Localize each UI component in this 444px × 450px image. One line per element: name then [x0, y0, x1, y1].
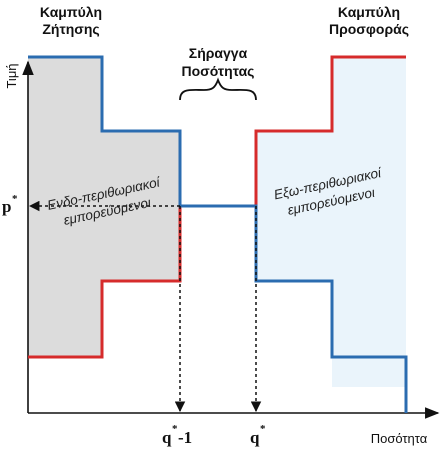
- supply-curve-label-line2: Προσφοράς: [329, 21, 409, 37]
- gap-brace: [179, 77, 257, 101]
- y-axis-label: Τιμή: [4, 63, 19, 88]
- quantity-gap-label-line2: Ποσότητας: [182, 63, 255, 79]
- q-minus-label-suffix: -1: [178, 428, 192, 447]
- extra-marginal-region: [256, 57, 406, 413]
- demand-curve-label-line2: Ζήτησης: [42, 21, 99, 37]
- demand-curve-label-line1: Καμπύλη: [40, 4, 102, 20]
- q-minus-label-sup: *: [172, 423, 178, 435]
- price-label: p: [2, 197, 11, 216]
- q-label: q: [250, 428, 260, 447]
- q-minus-label: q: [162, 428, 172, 447]
- price-label-sup: *: [12, 193, 18, 205]
- q-label-sup: *: [260, 423, 266, 435]
- x-axis-label: Ποσότητα: [371, 431, 428, 446]
- quantity-gap-label-line1: Σήραγγα: [189, 45, 248, 61]
- supply-curve-label-line1: Καμπύλη: [338, 4, 400, 20]
